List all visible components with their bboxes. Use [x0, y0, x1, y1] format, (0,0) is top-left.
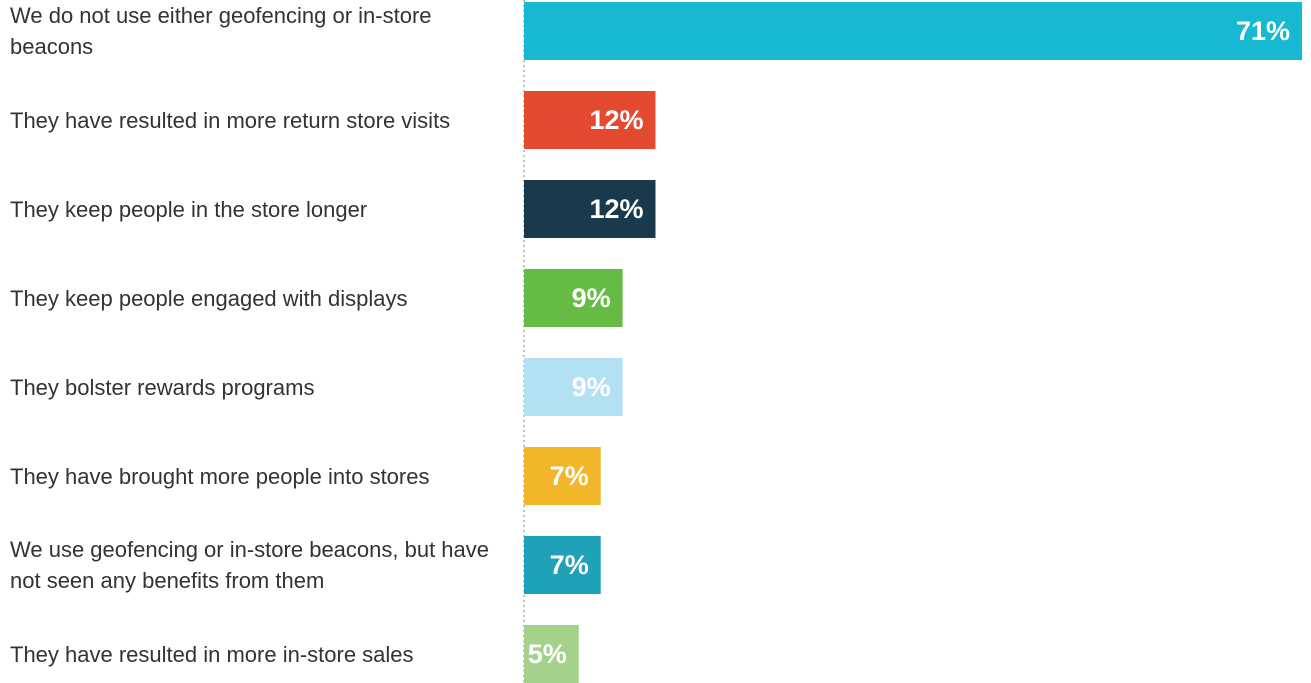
value-label: 12%: [589, 105, 643, 135]
bar: [524, 180, 656, 238]
bar: [524, 269, 623, 327]
bar: [524, 625, 579, 683]
category-label: They bolster rewards programs: [10, 374, 315, 400]
bar: [524, 358, 623, 416]
value-label: 9%: [572, 283, 611, 313]
category-label: They have resulted in more return store …: [10, 107, 451, 133]
category-label: They have brought more people into store…: [10, 463, 430, 489]
value-label: 71%: [1236, 16, 1290, 46]
category-label: We use geofencing or in-store beacons, b…: [10, 537, 490, 593]
bar: [524, 2, 1302, 60]
value-label: 9%: [572, 372, 611, 402]
category-label: We do not use either geofencing or in-st…: [10, 3, 432, 59]
bar: [524, 447, 601, 505]
value-label: 7%: [550, 461, 589, 491]
value-label: 12%: [589, 194, 643, 224]
value-label: 5%: [528, 639, 567, 669]
value-label: 7%: [550, 550, 589, 580]
category-label: They keep people engaged with displays: [10, 285, 408, 311]
bar: [524, 91, 656, 149]
category-label: They have resulted in more in-store sale…: [10, 641, 414, 667]
category-label: They keep people in the store longer: [10, 196, 368, 222]
bar: [524, 536, 601, 594]
